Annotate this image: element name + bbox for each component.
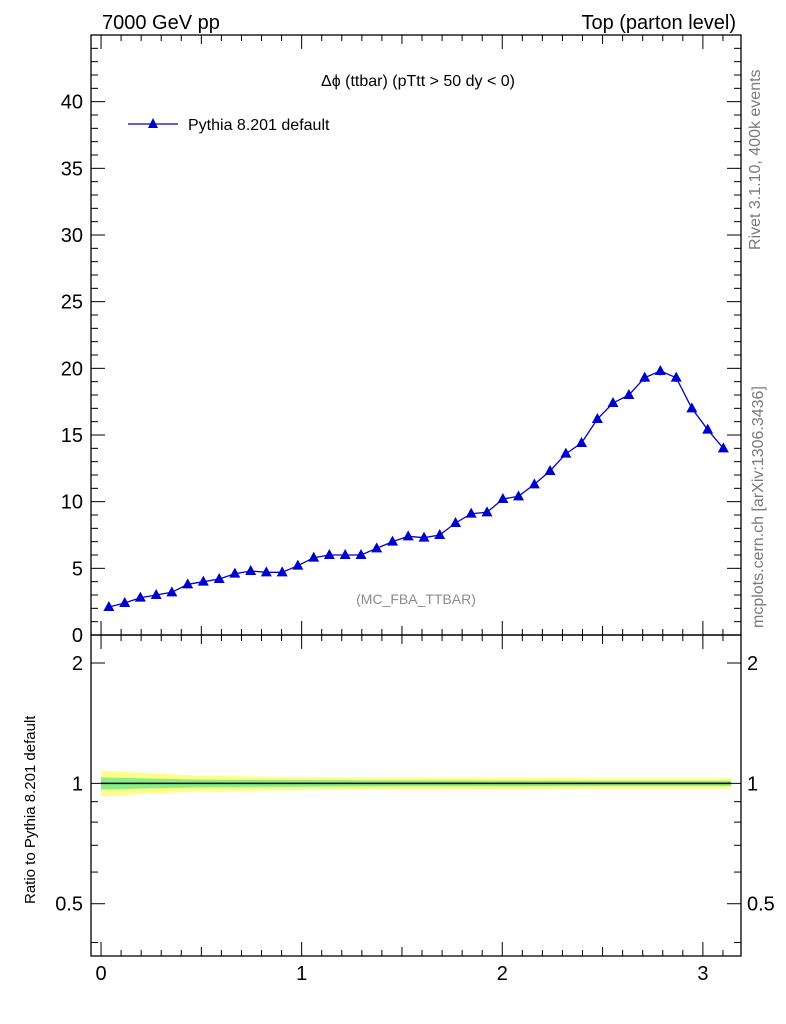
data-point-marker xyxy=(702,423,714,434)
data-point-marker xyxy=(387,535,399,546)
data-point-marker xyxy=(339,549,351,559)
series-line xyxy=(108,370,724,608)
ratio-y-tick-label-left: 2 xyxy=(72,653,83,675)
ratio-y-axis-label: Ratio to Pythia 8.201 default xyxy=(22,715,39,904)
data-point-marker xyxy=(308,551,320,562)
ratio-y-tick-label-right: 2 xyxy=(747,653,758,675)
ratio-plot-frame xyxy=(90,634,742,957)
data-point-marker xyxy=(513,490,525,501)
data-point-marker xyxy=(213,573,225,583)
ratio-y-tick-label-left: 0.5 xyxy=(55,894,83,916)
data-point-marker xyxy=(260,566,272,577)
main-axis-ticks xyxy=(91,35,741,636)
data-point-marker xyxy=(528,478,540,489)
legend-label: Pythia 8.201 default xyxy=(188,117,330,134)
data-point-marker xyxy=(166,586,178,597)
data-point-marker xyxy=(670,371,682,382)
side-label-upper: Rivet 3.1.10, 400k events xyxy=(747,69,764,250)
main-plot-title: Δϕ (ttbar) (pTtt > 50 dy < 0) xyxy=(321,73,515,90)
x-tick-label: 1 xyxy=(296,963,307,985)
main-y-tick-label: 20 xyxy=(61,358,83,380)
data-point-marker xyxy=(623,389,635,399)
legend-marker xyxy=(148,118,158,128)
data-point-marker xyxy=(654,365,666,375)
header-left: 7000 GeV pp xyxy=(102,12,220,34)
data-point-marker xyxy=(639,371,651,382)
main-y-tick-label: 15 xyxy=(61,425,83,447)
main-y-tick-label: 30 xyxy=(61,225,83,247)
data-point-marker xyxy=(465,507,477,518)
data-point-marker xyxy=(450,517,462,527)
data-point-marker xyxy=(434,529,446,539)
data-point-marker xyxy=(497,493,509,503)
ratio-plot: 0.5 0.5 1 1 2 2 0 1 2 3 Ratio to Pythia 8.201 de… xyxy=(22,634,775,985)
ratio-axis-ticks xyxy=(91,635,741,956)
x-tick-labels: 0 1 2 3 xyxy=(95,963,708,985)
series-pythia xyxy=(103,365,729,611)
data-point-marker xyxy=(418,531,430,542)
legend: Pythia 8.201 default xyxy=(128,117,330,134)
data-point-marker xyxy=(560,447,572,458)
data-point-marker xyxy=(103,601,115,611)
data-point-marker xyxy=(402,530,414,541)
main-y-tick-label: 0 xyxy=(72,625,83,647)
data-point-marker xyxy=(197,575,209,586)
analysis-annotation: (MC_FBA_TTBAR) xyxy=(356,591,476,607)
ratio-y-tick-label-left: 1 xyxy=(72,773,83,795)
data-point-marker xyxy=(576,437,588,447)
ratio-y-tick-label-right: 1 xyxy=(747,773,758,795)
data-point-marker xyxy=(276,566,288,577)
ratio-y-tick-label-right: 0.5 xyxy=(747,894,775,916)
side-label-lower: mcplots.cern.ch [arXiv:1306.3436] xyxy=(750,386,767,628)
data-point-marker xyxy=(119,597,131,607)
data-point-marker xyxy=(292,559,304,570)
header-right: Top (parton level) xyxy=(581,12,736,34)
data-point-marker xyxy=(355,549,367,559)
x-tick-label: 3 xyxy=(697,963,708,985)
main-plot: 0 5 10 15 20 25 30 35 40 Δϕ (ttbar) (pTtt > 50 d… xyxy=(61,34,742,647)
x-tick-label: 0 xyxy=(95,963,106,985)
ratio-y-tick-labels: 0.5 0.5 1 1 2 2 xyxy=(55,653,775,916)
main-y-tick-label: 35 xyxy=(61,158,83,180)
data-point-marker xyxy=(182,578,194,589)
main-y-tick-labels: 0 5 10 15 20 25 30 35 40 xyxy=(61,92,83,647)
data-point-marker xyxy=(150,589,162,599)
data-point-marker xyxy=(544,465,556,475)
main-y-tick-label: 40 xyxy=(61,92,83,114)
main-y-tick-label: 25 xyxy=(61,292,83,314)
x-tick-label: 2 xyxy=(497,963,508,985)
data-point-marker xyxy=(371,542,383,553)
data-point-marker xyxy=(591,413,603,423)
data-point-marker xyxy=(717,442,729,453)
data-point-marker xyxy=(481,506,493,517)
data-point-marker xyxy=(245,565,257,575)
data-point-marker xyxy=(607,397,619,407)
data-point-marker xyxy=(229,567,241,578)
data-point-marker xyxy=(323,549,335,559)
main-y-tick-label: 5 xyxy=(72,558,83,580)
data-point-marker xyxy=(134,591,146,602)
data-point-marker xyxy=(686,402,698,413)
main-y-tick-label: 10 xyxy=(61,492,83,514)
